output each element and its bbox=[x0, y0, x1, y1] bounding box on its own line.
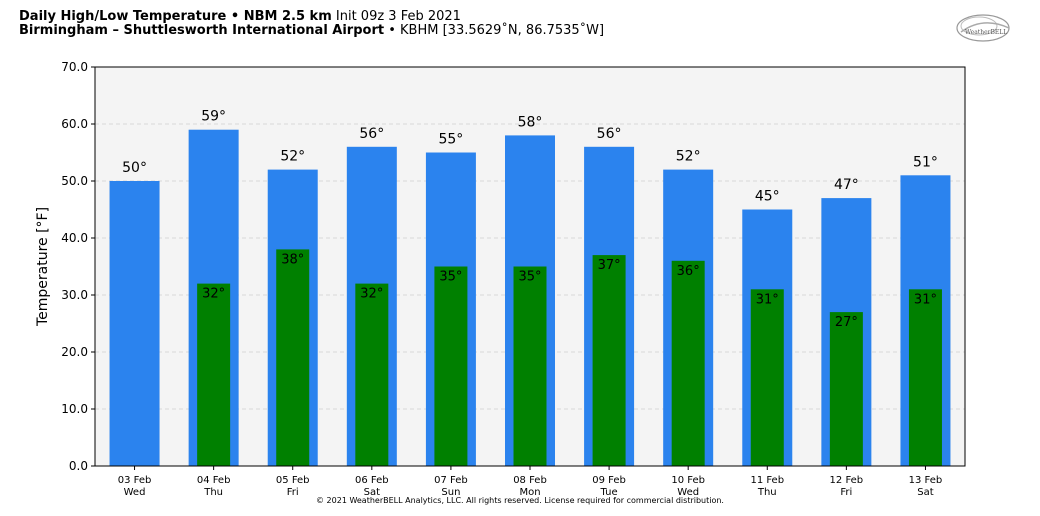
x-tick-date: 05 Feb bbox=[276, 475, 310, 486]
high-temp-bar bbox=[109, 181, 160, 466]
x-tick-day: Wed bbox=[124, 487, 146, 496]
chart-title-main: Daily High/Low Temperature • NBM 2.5 km bbox=[19, 9, 332, 24]
x-tick-date: 04 Feb bbox=[197, 475, 231, 486]
y-tick-label: 60.0 bbox=[61, 117, 88, 131]
low-temp-bar bbox=[908, 289, 942, 466]
y-tick-label: 40.0 bbox=[61, 231, 88, 245]
low-temp-label: 32° bbox=[360, 287, 383, 302]
x-tick-day: Sun bbox=[441, 487, 460, 496]
low-temp-bar bbox=[750, 289, 784, 466]
low-temp-label: 37° bbox=[598, 258, 621, 273]
x-tick-day: Fri bbox=[840, 487, 852, 496]
high-temp-label: 52° bbox=[280, 149, 305, 165]
high-temp-label: 50° bbox=[122, 160, 147, 176]
high-temp-label: 52° bbox=[676, 149, 701, 165]
x-tick-day: Wed bbox=[677, 487, 699, 496]
high-temp-label: 56° bbox=[359, 126, 384, 142]
plot-frame bbox=[94, 66, 966, 467]
low-temp-bar bbox=[592, 255, 626, 466]
x-tick-date: 08 Feb bbox=[513, 475, 547, 486]
low-temp-label: 32° bbox=[202, 287, 225, 302]
x-tick-date: 11 Feb bbox=[750, 475, 784, 486]
bar-chart: 0.0 10.0 20.0 30.0 40.0 50.0 60.0 70.0 50° 03 Feb… bbox=[35, 60, 966, 496]
low-temp-label: 36° bbox=[677, 264, 700, 279]
low-temp-label: 31° bbox=[914, 292, 937, 307]
y-axis-label: Temperature [°F] bbox=[35, 207, 51, 327]
low-temp-bar bbox=[513, 266, 547, 466]
x-tick-date: 03 Feb bbox=[118, 475, 152, 486]
x-tick-day: Tue bbox=[600, 487, 618, 496]
y-tick-label: 20.0 bbox=[61, 345, 88, 359]
y-tick-label: 50.0 bbox=[61, 174, 88, 188]
x-tick-date: 07 Feb bbox=[434, 475, 468, 486]
x-tick-date: 13 Feb bbox=[909, 475, 943, 486]
low-temp-bar bbox=[355, 283, 389, 466]
low-temp-bar bbox=[829, 312, 863, 466]
station-coords: • KBHM [33.5629˚N, 86.7535˚W] bbox=[388, 23, 605, 38]
low-temp-label: 35° bbox=[518, 270, 541, 285]
x-tick-day: Thu bbox=[203, 487, 223, 496]
chart-title: Daily High/Low Temperature • NBM 2.5 km … bbox=[19, 9, 461, 24]
high-temp-label: 58° bbox=[518, 114, 543, 130]
high-temp-label: 47° bbox=[834, 177, 859, 193]
copyright-footer: © 2021 WeatherBELL Analytics, LLC. All r… bbox=[316, 496, 724, 505]
x-tick-day: Mon bbox=[519, 487, 540, 496]
low-temp-label: 27° bbox=[835, 315, 858, 330]
high-temp-label: 45° bbox=[755, 189, 780, 205]
low-temp-bar bbox=[197, 283, 231, 466]
y-tick-label: 0.0 bbox=[69, 459, 88, 473]
x-tick-date: 10 Feb bbox=[671, 475, 705, 486]
low-temp-label: 31° bbox=[756, 292, 779, 307]
x-tick-day: Sat bbox=[917, 487, 933, 496]
high-temp-label: 51° bbox=[913, 154, 938, 170]
low-temp-bar bbox=[434, 266, 468, 466]
x-tick-date: 06 Feb bbox=[355, 475, 389, 486]
chart-init-time: Init 09z 3 Feb 2021 bbox=[335, 9, 461, 24]
weatherbell-logo: WeatherBELL bbox=[956, 14, 1010, 42]
low-temp-bar bbox=[276, 249, 310, 466]
x-tick-date: 09 Feb bbox=[592, 475, 626, 486]
high-temp-label: 55° bbox=[438, 132, 463, 148]
high-temp-label: 59° bbox=[201, 109, 226, 125]
x-tick-day: Sat bbox=[364, 487, 380, 496]
y-tick-label: 10.0 bbox=[61, 402, 88, 416]
low-temp-label: 38° bbox=[281, 252, 304, 267]
chart-subtitle: Birmingham – Shuttlesworth International… bbox=[19, 23, 604, 38]
y-tick-label: 30.0 bbox=[61, 288, 88, 302]
logo-text: WeatherBELL bbox=[965, 29, 1007, 36]
x-tick-day: Thu bbox=[757, 487, 777, 496]
station-name: Birmingham – Shuttlesworth International… bbox=[19, 23, 385, 38]
high-temp-label: 56° bbox=[597, 126, 622, 142]
low-temp-bar bbox=[671, 260, 705, 466]
x-tick-date: 12 Feb bbox=[830, 475, 864, 486]
y-tick-label: 70.0 bbox=[61, 60, 88, 74]
low-temp-label: 35° bbox=[439, 270, 462, 285]
x-tick-day: Fri bbox=[287, 487, 299, 496]
